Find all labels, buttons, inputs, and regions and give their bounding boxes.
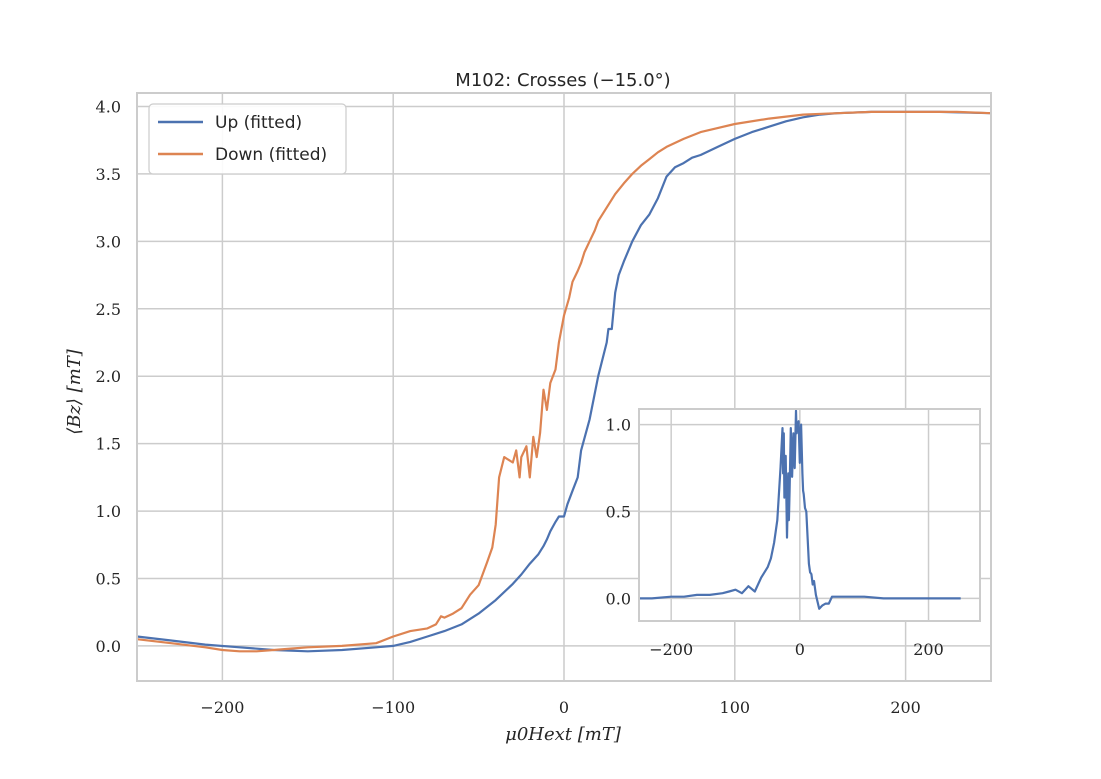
main-y-tick-label: 3.0 <box>96 232 121 251</box>
legend-label: Up (fitted) <box>215 113 302 133</box>
inset-x-tick-label: −200 <box>649 640 693 659</box>
inset-x-tick-label: 0 <box>795 640 805 659</box>
inset-y-tick-label: 0.5 <box>606 503 631 522</box>
main-plot-area: −200 −100 0 100 200 0.0 0.5 1.0 1.5 2.0 2.5 3.0 3.5 4… <box>96 92 992 717</box>
x-axis-title: μ0Hext [mT] <box>505 724 622 745</box>
main-x-tick-label: 100 <box>720 698 751 717</box>
chart-title: M102: Crosses (−15.0°) <box>455 70 670 91</box>
main-y-tick-label: 0.5 <box>96 570 121 589</box>
main-series-line-1 <box>136 110 992 653</box>
main-frame <box>136 92 992 682</box>
main-x-tick-label: 0 <box>559 698 569 717</box>
main-y-tick-label: 4.0 <box>96 97 121 116</box>
main-y-tick-label: 2.5 <box>96 300 121 319</box>
inset-frame <box>638 408 981 622</box>
main-x-tick-label: 200 <box>890 698 921 717</box>
inset-series-line-0 <box>639 409 961 610</box>
legend-label: Down (fitted) <box>215 145 327 165</box>
y-axis-title: ⟨Bz⟩ [mT] <box>64 348 85 435</box>
inset-y-tick-label: 0.0 <box>606 589 631 608</box>
main-y-tick-label: 1.0 <box>96 502 121 521</box>
legend: Up (fitted) Down (fitted) <box>148 103 347 175</box>
inset-plot-area: −200 0 200 0.0 0.5 1.0 <box>606 408 981 659</box>
inset-background <box>639 409 980 621</box>
main-y-tick-label: 3.5 <box>96 165 121 184</box>
inset-y-tick-label: 1.0 <box>606 416 631 435</box>
main-x-tick-label: −100 <box>371 698 415 717</box>
inset-x-tick-label: 200 <box>913 640 944 659</box>
main-x-tick-label: −200 <box>200 698 244 717</box>
main-y-tick-label: 1.5 <box>96 435 121 454</box>
main-y-tick-label: 2.0 <box>96 367 121 386</box>
main-series-line-0 <box>136 110 992 653</box>
main-y-tick-label: 0.0 <box>96 637 121 656</box>
